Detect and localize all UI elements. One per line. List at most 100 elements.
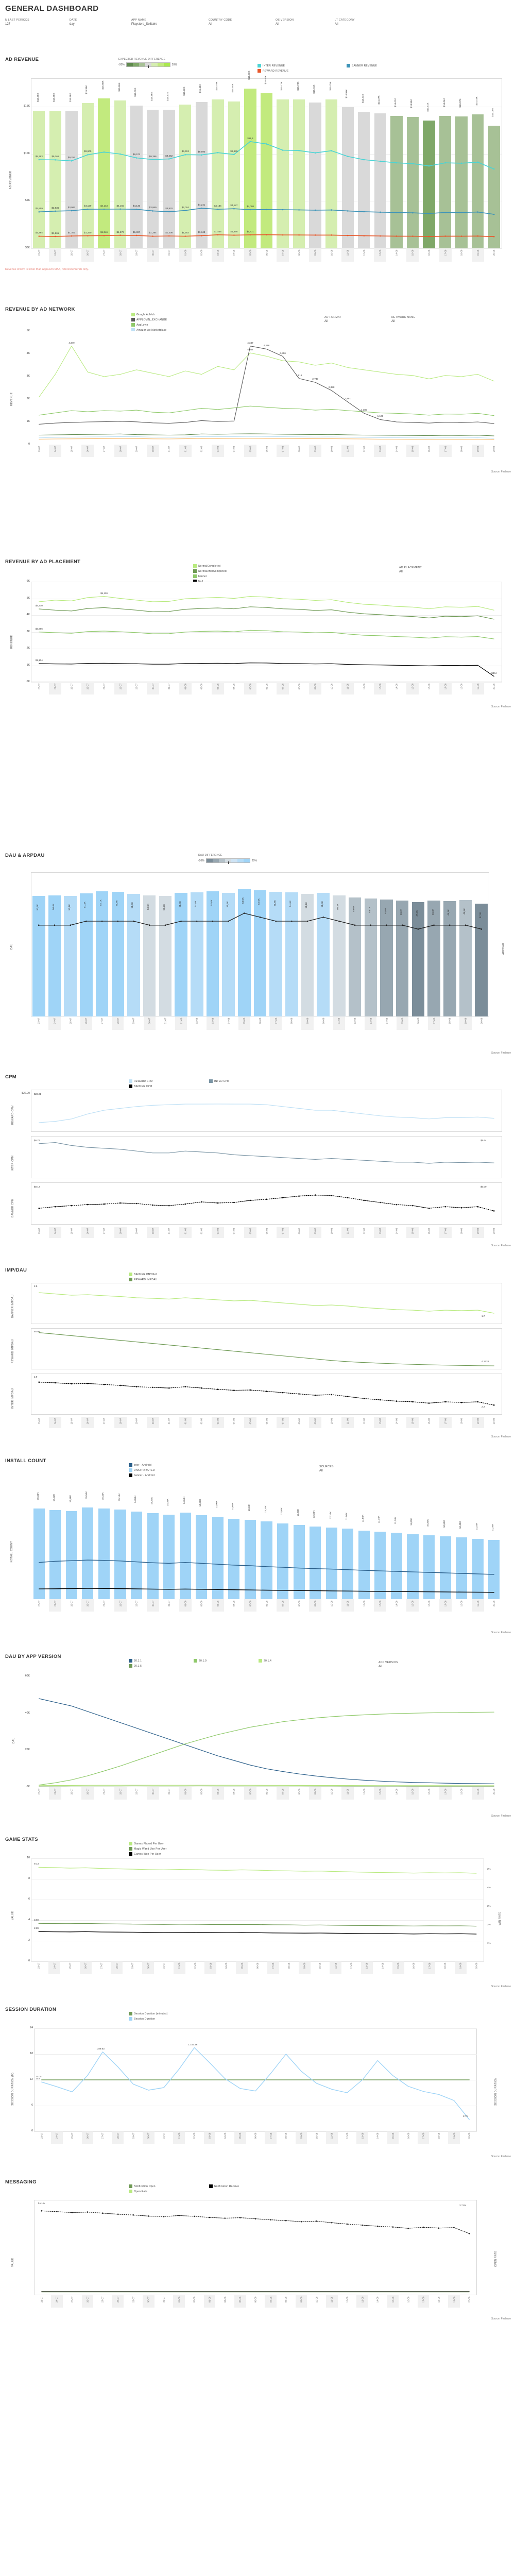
install-bar[interactable]: [228, 1518, 240, 1599]
dau-bar[interactable]: [206, 891, 219, 1016]
install-bar[interactable]: [196, 1515, 208, 1599]
dau-bar[interactable]: [238, 889, 251, 1016]
subfilter-ad-format[interactable]: AD FORMAT All: [324, 316, 341, 323]
legend-item[interactable]: Games Played Per User: [129, 1842, 211, 1845]
legend-item[interactable]: BANNER IMPDAU: [129, 1273, 203, 1276]
install-bar[interactable]: [358, 1530, 370, 1599]
dau-bar[interactable]: [396, 901, 409, 1016]
install-bar[interactable]: [407, 1534, 419, 1599]
legend-item[interactable]: Amazon Ad Marketplace: [131, 328, 215, 332]
legend-item[interactable]: Google AdMob: [131, 313, 215, 316]
revenue-bar[interactable]: [33, 111, 45, 248]
dau-bar[interactable]: [301, 893, 314, 1016]
dau-bar[interactable]: [253, 890, 267, 1016]
legend-item[interactable]: Open Rate: [129, 2190, 203, 2193]
revenue-bar[interactable]: [358, 112, 370, 248]
legend-item[interactable]: Magic Wand Use Per User: [129, 1847, 211, 1851]
install-bar[interactable]: [472, 1538, 484, 1599]
dau-bar[interactable]: [64, 896, 77, 1016]
install-bar[interactable]: [488, 1540, 500, 1599]
dau-bar[interactable]: [348, 897, 362, 1016]
dau-bar[interactable]: [459, 900, 472, 1016]
subfilter-ad-placement[interactable]: AD PLACEMENT All: [399, 566, 422, 573]
dau-bar[interactable]: [285, 892, 298, 1016]
revenue-bar[interactable]: [277, 99, 289, 248]
revenue-bar[interactable]: [341, 107, 354, 248]
dau-bar[interactable]: [443, 901, 456, 1016]
legend-item[interactable]: REWARD IMPDAU: [129, 1278, 203, 1281]
legend-item[interactable]: AppLovin: [131, 323, 215, 327]
revenue-bar[interactable]: [146, 110, 159, 248]
revenue-bar[interactable]: [439, 115, 452, 248]
revenue-bar[interactable]: [455, 116, 468, 248]
filter-value[interactable]: All: [335, 23, 338, 26]
legend-item[interactable]: 20.1.1: [129, 1659, 187, 1663]
revenue-bar[interactable]: [65, 111, 78, 248]
revenue-bar[interactable]: [114, 100, 127, 248]
legend-item[interactable]: Null: [193, 580, 288, 583]
filter-date[interactable]: DATE day: [70, 19, 77, 26]
install-bar[interactable]: [65, 1511, 77, 1599]
dau-bar[interactable]: [143, 895, 156, 1016]
filter-lt-category[interactable]: LT CATEGORY All: [335, 19, 355, 26]
revenue-bar[interactable]: [163, 110, 175, 248]
legend-item[interactable]: Games Won Per User: [129, 1852, 211, 1856]
legend-item[interactable]: banner - Android: [129, 1473, 210, 1477]
filter-value[interactable]: All: [209, 23, 212, 26]
install-bar[interactable]: [33, 1508, 45, 1599]
subfilter-app-version[interactable]: APP VERSION All: [379, 1661, 398, 1668]
install-bar[interactable]: [293, 1525, 305, 1599]
dau-bar[interactable]: [80, 893, 93, 1016]
legend-item[interactable]: inter - Android: [129, 1463, 210, 1467]
revenue-bar[interactable]: [471, 114, 484, 248]
legend-item[interactable]: INTER CPM: [209, 1079, 283, 1083]
install-bar[interactable]: [325, 1527, 337, 1599]
revenue-bar[interactable]: [81, 103, 94, 248]
install-bar[interactable]: [212, 1517, 224, 1599]
legend-item[interactable]: NormalAfterCompleted: [193, 569, 288, 573]
install-bar[interactable]: [456, 1537, 468, 1599]
revenue-bar[interactable]: [130, 106, 143, 248]
install-bar[interactable]: [131, 1511, 143, 1599]
filter-os-version[interactable]: OS VERSION All: [276, 19, 294, 26]
legend-item[interactable]: 20.1.9: [194, 1659, 252, 1663]
install-bar[interactable]: [277, 1523, 289, 1599]
dau-bar[interactable]: [222, 892, 235, 1016]
install-bar[interactable]: [82, 1507, 94, 1599]
revenue-bar[interactable]: [49, 110, 61, 248]
revenue-bar[interactable]: [195, 102, 208, 248]
install-bar[interactable]: [163, 1514, 175, 1599]
legend-item[interactable]: Session Duration: [129, 2017, 218, 2021]
legend-item[interactable]: Notification Open: [129, 2184, 203, 2188]
filter-country-code[interactable]: COUNTRY CODE All: [209, 19, 232, 26]
revenue-bar[interactable]: [374, 113, 387, 248]
install-bar[interactable]: [310, 1526, 321, 1599]
legend-item[interactable]: REWARD CPM: [129, 1079, 203, 1083]
dau-bar[interactable]: [95, 891, 109, 1016]
revenue-bar[interactable]: [228, 101, 241, 248]
dau-bar[interactable]: [427, 900, 440, 1016]
filter-value[interactable]: Playstore_Solitaire: [131, 23, 158, 26]
legend-item[interactable]: BANNER REVENUE: [347, 64, 430, 67]
install-bar[interactable]: [423, 1535, 435, 1599]
revenue-bar[interactable]: [179, 104, 192, 248]
revenue-bar[interactable]: [212, 99, 224, 248]
install-bar[interactable]: [147, 1513, 159, 1599]
subfilter-value[interactable]: All: [319, 1469, 323, 1472]
install-bar[interactable]: [244, 1519, 256, 1599]
install-bar[interactable]: [439, 1536, 451, 1599]
subfilter-value[interactable]: All: [324, 320, 328, 323]
dau-bar[interactable]: [190, 892, 203, 1016]
install-bar[interactable]: [49, 1510, 61, 1599]
legend-item[interactable]: Session Duration (minutes): [129, 2012, 218, 2015]
dau-bar[interactable]: [411, 902, 425, 1016]
install-bar[interactable]: [114, 1510, 126, 1599]
dau-bar[interactable]: [175, 893, 187, 1016]
subfilter-value[interactable]: All: [399, 570, 403, 573]
legend-item[interactable]: Notification Receive: [209, 2184, 283, 2188]
install-bar[interactable]: [98, 1508, 110, 1599]
install-bar[interactable]: [261, 1521, 272, 1599]
dau-bar[interactable]: [269, 892, 282, 1016]
filter-app-name[interactable]: APP NAME Playstore_Solitaire: [131, 19, 157, 26]
revenue-bar[interactable]: [293, 99, 305, 248]
